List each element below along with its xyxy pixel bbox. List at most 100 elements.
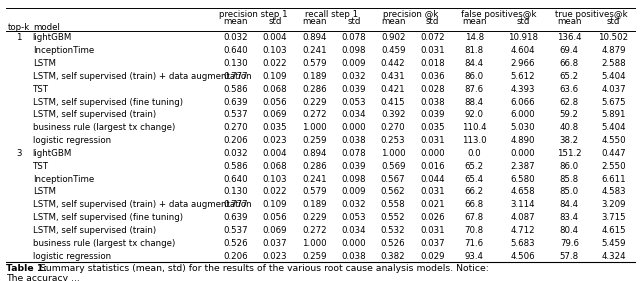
Text: 4.615: 4.615 (601, 226, 626, 235)
Text: 0.031: 0.031 (420, 187, 445, 196)
Text: 4.324: 4.324 (601, 251, 626, 260)
Text: 0.068: 0.068 (262, 85, 287, 94)
Text: 0.272: 0.272 (302, 110, 326, 119)
Text: 0.259: 0.259 (302, 136, 326, 145)
Text: 0.072: 0.072 (420, 33, 445, 42)
Text: 67.8: 67.8 (465, 213, 484, 222)
Text: LSTM: LSTM (33, 59, 56, 68)
Text: LSTM, self supervised (fine tuning): LSTM, self supervised (fine tuning) (33, 213, 183, 222)
Text: 2.387: 2.387 (511, 162, 535, 171)
Text: 4.890: 4.890 (511, 136, 535, 145)
Text: 0.526: 0.526 (381, 239, 406, 248)
Text: 0.098: 0.098 (342, 46, 366, 55)
Text: mean: mean (462, 17, 486, 26)
Text: 63.6: 63.6 (560, 85, 579, 94)
Text: 65.4: 65.4 (465, 175, 484, 183)
Text: 0.241: 0.241 (302, 175, 326, 183)
Text: std: std (426, 17, 439, 26)
Text: 0.023: 0.023 (262, 251, 287, 260)
Text: 0.130: 0.130 (223, 59, 248, 68)
Text: 5.675: 5.675 (601, 98, 626, 106)
Text: 0.421: 0.421 (381, 85, 406, 94)
Text: 0.579: 0.579 (302, 59, 326, 68)
Text: 40.8: 40.8 (560, 123, 579, 132)
Text: 4.087: 4.087 (511, 213, 535, 222)
Text: 0.034: 0.034 (342, 110, 366, 119)
Text: 5.891: 5.891 (601, 110, 626, 119)
Text: 0.206: 0.206 (223, 251, 248, 260)
Text: 0.286: 0.286 (302, 85, 326, 94)
Text: 0.037: 0.037 (420, 239, 445, 248)
Text: 0.031: 0.031 (420, 136, 445, 145)
Text: 0.022: 0.022 (262, 187, 287, 196)
Text: TST: TST (33, 162, 49, 171)
Text: 0.241: 0.241 (302, 46, 326, 55)
Text: mean: mean (381, 17, 405, 26)
Text: business rule (largest tx change): business rule (largest tx change) (33, 239, 175, 248)
Text: 0.537: 0.537 (223, 226, 248, 235)
Text: InceptionTime: InceptionTime (33, 46, 94, 55)
Text: 0.039: 0.039 (342, 162, 366, 171)
Text: 3.114: 3.114 (511, 200, 535, 209)
Text: lightGBM: lightGBM (33, 149, 72, 158)
Text: 84.4: 84.4 (560, 200, 579, 209)
Text: 0.103: 0.103 (262, 175, 287, 183)
Text: 0.229: 0.229 (302, 213, 326, 222)
Text: 0.567: 0.567 (381, 175, 406, 183)
Text: 0.0: 0.0 (467, 149, 481, 158)
Text: precision @k: precision @k (383, 10, 438, 19)
Text: 5.030: 5.030 (511, 123, 535, 132)
Text: 0.022: 0.022 (262, 59, 287, 68)
Text: 5.459: 5.459 (601, 239, 626, 248)
Text: 0.032: 0.032 (342, 200, 366, 209)
Text: 79.6: 79.6 (560, 239, 579, 248)
Text: 66.2: 66.2 (465, 187, 484, 196)
Text: 2.550: 2.550 (601, 162, 626, 171)
Text: 0.382: 0.382 (381, 251, 406, 260)
Text: 0.130: 0.130 (223, 187, 248, 196)
Text: 0.109: 0.109 (263, 72, 287, 81)
Text: 88.4: 88.4 (465, 98, 484, 106)
Text: 0.044: 0.044 (420, 175, 445, 183)
Text: 0.532: 0.532 (381, 226, 406, 235)
Text: 62.8: 62.8 (560, 98, 579, 106)
Text: 10.918: 10.918 (508, 33, 538, 42)
Text: 0.442: 0.442 (381, 59, 406, 68)
Text: 0.640: 0.640 (223, 175, 248, 183)
Text: 0.069: 0.069 (263, 226, 287, 235)
Text: 66.8: 66.8 (465, 200, 484, 209)
Text: 5.612: 5.612 (511, 72, 535, 81)
Text: recall step 1: recall step 1 (305, 10, 358, 19)
Text: 0.000: 0.000 (342, 123, 366, 132)
Text: lightGBM: lightGBM (33, 33, 72, 42)
Text: 0.004: 0.004 (262, 33, 287, 42)
Text: 0.037: 0.037 (262, 239, 287, 248)
Text: 0.026: 0.026 (420, 213, 445, 222)
Text: LSTM: LSTM (33, 187, 56, 196)
Text: 110.4: 110.4 (462, 123, 486, 132)
Text: 0.038: 0.038 (420, 98, 445, 106)
Text: 0.034: 0.034 (342, 226, 366, 235)
Text: 0.029: 0.029 (420, 251, 445, 260)
Text: 113.0: 113.0 (462, 136, 486, 145)
Text: 65.2: 65.2 (465, 162, 484, 171)
Text: 6.066: 6.066 (511, 98, 535, 106)
Text: 0.021: 0.021 (420, 200, 445, 209)
Text: 0.639: 0.639 (223, 98, 248, 106)
Text: 0.039: 0.039 (342, 85, 366, 94)
Text: 0.032: 0.032 (223, 149, 248, 158)
Text: 0.053: 0.053 (342, 98, 366, 106)
Text: 0.639: 0.639 (223, 213, 248, 222)
Text: 66.8: 66.8 (560, 59, 579, 68)
Text: 10.502: 10.502 (598, 33, 628, 42)
Text: 0.032: 0.032 (223, 33, 248, 42)
Text: top-k: top-k (8, 23, 30, 32)
Text: 86.0: 86.0 (560, 162, 579, 171)
Text: 1: 1 (16, 33, 21, 42)
Text: 0.537: 0.537 (223, 110, 248, 119)
Text: 4.393: 4.393 (511, 85, 535, 94)
Text: 84.4: 84.4 (465, 59, 484, 68)
Text: 85.8: 85.8 (560, 175, 579, 183)
Text: 3: 3 (16, 149, 21, 158)
Text: 0.056: 0.056 (262, 213, 287, 222)
